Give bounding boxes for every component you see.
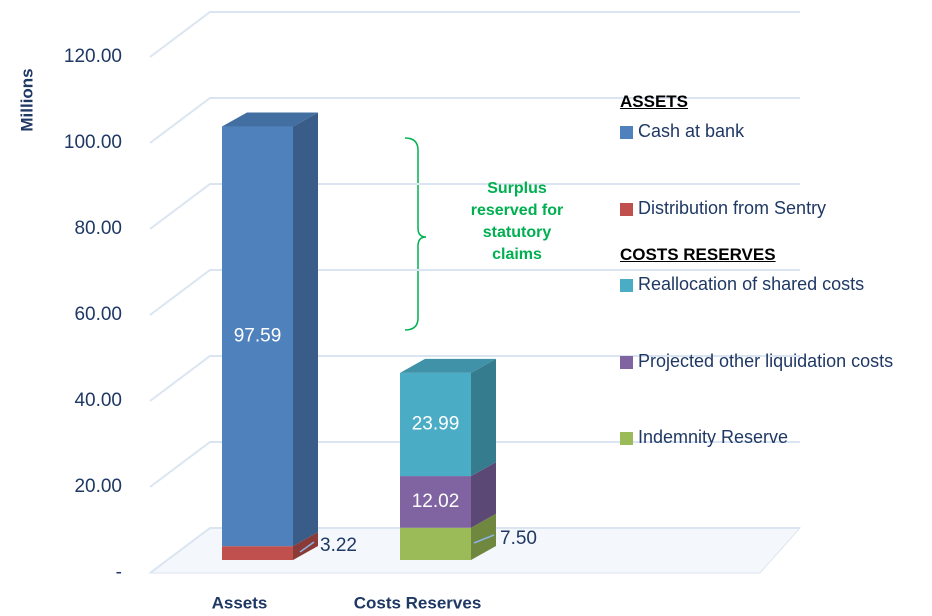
legend-label: Projected other liquidation costs	[638, 351, 894, 371]
legend-swatch	[620, 432, 633, 445]
bar-top	[400, 358, 496, 373]
grid-line	[149, 97, 800, 144]
bar-side	[471, 513, 496, 560]
data-label: 97.59	[234, 325, 282, 346]
legend-swatch	[620, 279, 633, 292]
legend-label: Indemnity Reserve	[638, 427, 789, 447]
grid-line	[149, 355, 800, 402]
data-label: 3.22	[320, 535, 357, 556]
y-tick-label: 80.00	[74, 218, 122, 239]
grid-line	[149, 527, 800, 574]
bar-segment	[400, 476, 471, 528]
bar-segment	[400, 527, 471, 560]
data-label: 7.50	[500, 528, 537, 549]
x-tick-label: Assets	[212, 593, 268, 612]
y-axis-label: Millions	[17, 68, 36, 131]
grid-line	[149, 11, 800, 58]
bar-side	[293, 532, 318, 560]
legend-item: Cash at bank	[620, 118, 932, 145]
y-tick-label: 120.00	[64, 46, 122, 67]
legend-item: Distribution from Sentry	[620, 195, 932, 222]
bracket	[404, 137, 427, 331]
grid-line	[149, 269, 800, 316]
bar-side	[293, 112, 318, 547]
bar-top	[222, 112, 318, 127]
data-label: 12.02	[412, 491, 460, 512]
legend-label: Cash at bank	[638, 121, 745, 141]
y-tick-label: 100.00	[64, 132, 122, 153]
data-label: 23.99	[412, 414, 460, 435]
leader-line	[473, 534, 495, 544]
annotation: Surplus reserved for statutory claims	[470, 180, 564, 263]
legend-item: Reallocation of shared costs	[620, 271, 932, 298]
bar-segment	[222, 546, 293, 560]
legend-item: Indemnity Reserve	[620, 424, 932, 451]
bar-side	[471, 462, 496, 528]
grid-line	[149, 183, 800, 230]
leader-line	[299, 541, 315, 553]
x-tick-label: Costs Reserves	[354, 593, 482, 612]
legend-label: Distribution from Sentry	[638, 198, 827, 218]
y-tick-label: 40.00	[74, 390, 122, 411]
legend-swatch	[620, 203, 633, 216]
bar-segment	[400, 372, 471, 477]
bar-side	[471, 358, 496, 477]
legend-title: ASSETS	[620, 92, 689, 111]
y-tick-label: 60.00	[74, 304, 122, 325]
legend-swatch	[620, 126, 633, 139]
legend-title: COSTS RESERVES	[620, 245, 776, 264]
y-tick-label: -	[116, 562, 122, 583]
legend-swatch	[620, 356, 633, 369]
legend-item: Projected other liquidation costs	[620, 348, 932, 375]
grid-line	[149, 441, 800, 488]
y-tick-label: 20.00	[74, 476, 122, 497]
legend-label: Reallocation of shared costs	[638, 274, 865, 294]
bar-segment	[222, 126, 293, 547]
